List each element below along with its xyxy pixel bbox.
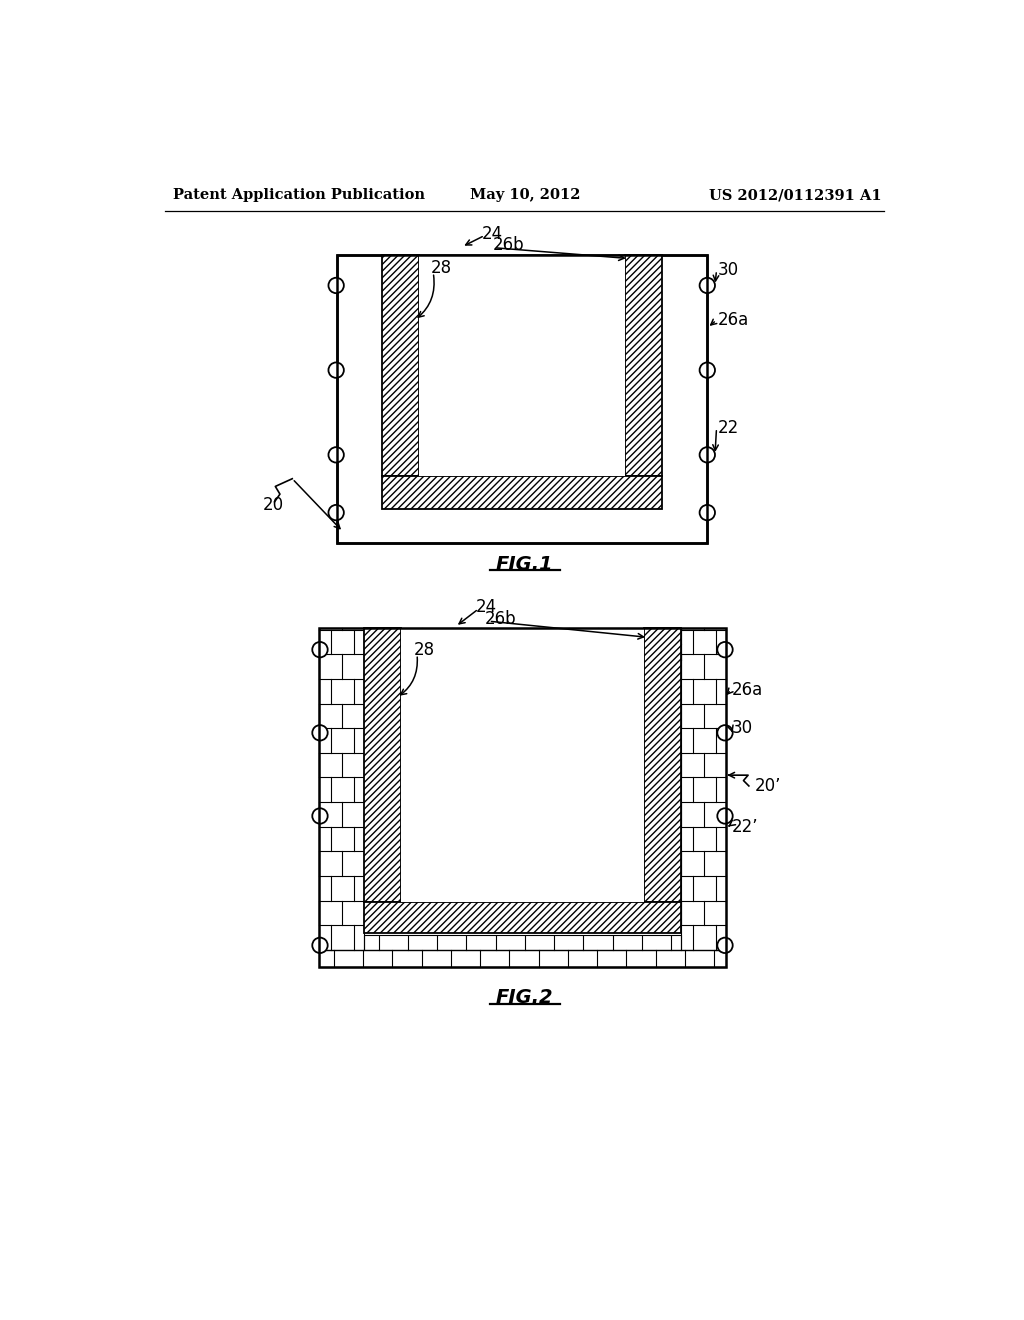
Circle shape xyxy=(312,937,328,953)
Text: May 10, 2012: May 10, 2012 xyxy=(470,189,580,202)
Circle shape xyxy=(329,506,344,520)
Bar xyxy=(364,628,681,935)
Text: US 2012/0112391 A1: US 2012/0112391 A1 xyxy=(709,189,882,202)
Bar xyxy=(644,628,681,903)
Circle shape xyxy=(329,447,344,462)
Bar xyxy=(319,628,726,966)
Bar xyxy=(319,950,726,966)
Circle shape xyxy=(717,642,733,657)
Text: 30: 30 xyxy=(732,719,753,737)
Circle shape xyxy=(329,363,344,378)
Bar xyxy=(337,255,707,544)
Text: 26b: 26b xyxy=(484,610,516,628)
Text: 26a: 26a xyxy=(732,681,763,698)
Bar xyxy=(364,628,681,660)
Circle shape xyxy=(717,937,733,953)
Circle shape xyxy=(699,447,715,462)
Bar xyxy=(382,255,419,477)
Circle shape xyxy=(312,725,328,741)
Circle shape xyxy=(699,506,715,520)
Circle shape xyxy=(312,808,328,824)
Text: 22’: 22’ xyxy=(732,818,759,836)
Text: 26b: 26b xyxy=(493,236,524,255)
Bar xyxy=(319,950,726,966)
Circle shape xyxy=(699,363,715,378)
Text: 28: 28 xyxy=(431,259,452,277)
Bar xyxy=(419,255,625,477)
Circle shape xyxy=(312,642,328,657)
Text: 24: 24 xyxy=(481,224,503,243)
Text: 28: 28 xyxy=(414,640,435,659)
Circle shape xyxy=(329,277,344,293)
Bar xyxy=(681,628,726,950)
Bar xyxy=(364,935,681,950)
Circle shape xyxy=(717,725,733,741)
Bar xyxy=(364,903,681,933)
Text: FIG.2: FIG.2 xyxy=(496,989,554,1007)
Text: FIG.1: FIG.1 xyxy=(496,556,554,574)
Bar xyxy=(319,628,364,950)
Bar xyxy=(364,935,681,950)
Text: 22: 22 xyxy=(717,418,738,437)
Bar xyxy=(681,628,726,950)
Text: 30: 30 xyxy=(717,261,738,279)
Text: 20: 20 xyxy=(263,496,284,513)
Bar xyxy=(319,628,364,950)
Text: Patent Application Publication: Patent Application Publication xyxy=(173,189,425,202)
Bar xyxy=(337,255,707,544)
Text: 26a: 26a xyxy=(717,312,749,329)
Circle shape xyxy=(699,277,715,293)
Bar xyxy=(364,628,681,660)
Bar xyxy=(625,255,662,477)
Bar xyxy=(400,628,644,903)
Bar xyxy=(382,477,662,508)
Circle shape xyxy=(717,808,733,824)
Text: 20’: 20’ xyxy=(755,777,781,795)
Bar xyxy=(364,628,400,903)
Text: 24: 24 xyxy=(475,598,497,615)
